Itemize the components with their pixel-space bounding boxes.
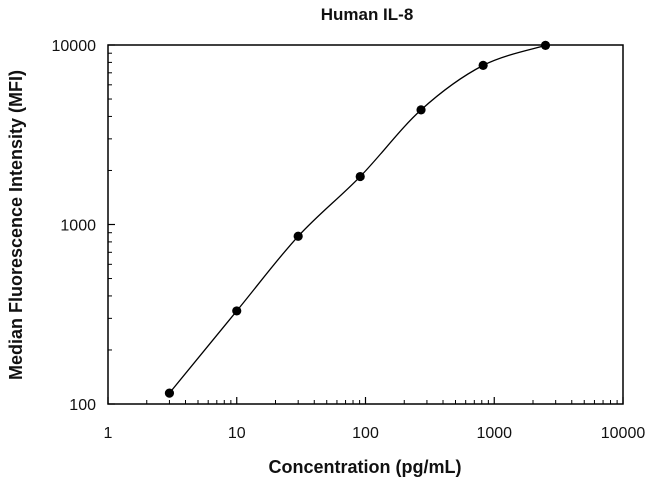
data-point [478, 60, 488, 70]
y-tick-label: 1000 [60, 218, 96, 235]
y-tick-label: 10000 [52, 38, 97, 55]
x-tick-label: 10 [228, 425, 246, 442]
y-tick-label: 100 [69, 397, 96, 414]
x-tick-label: 1000 [476, 425, 512, 442]
chart-title: Human IL-8 [321, 5, 414, 24]
data-point [232, 306, 242, 316]
data-point [164, 388, 175, 398]
data-points [164, 40, 551, 398]
data-point [416, 105, 426, 115]
data-point [540, 40, 551, 50]
x-tick-label: 100 [352, 425, 379, 442]
x-tick-label: 1 [104, 425, 113, 442]
data-point [293, 231, 303, 241]
fit-curve-line [168, 44, 546, 394]
x-axis: 1 10 100 1000 10000 [104, 397, 646, 442]
y-axis: 100 1000 10000 [52, 38, 115, 414]
plot-frame [107, 44, 624, 405]
x-axis-label: Concentration (pg/mL) [269, 457, 462, 477]
y-axis-label: Median Fluorescence Intensity (MFI) [6, 70, 26, 380]
data-point [355, 171, 365, 182]
x-tick-label: 10000 [601, 425, 646, 442]
